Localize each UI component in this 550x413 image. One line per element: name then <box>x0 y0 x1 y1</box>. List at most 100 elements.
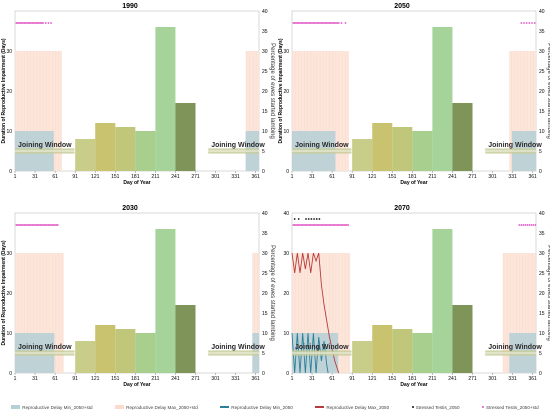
x-tick-label: 361 <box>528 376 537 382</box>
y-right-tick-label: 0 <box>262 169 265 175</box>
stressed-std-point <box>305 22 308 24</box>
x-tick-label: 151 <box>388 174 397 180</box>
y-right-tick-label: 0 <box>262 371 265 377</box>
x-axis-label: Day of Year <box>400 180 427 186</box>
stressed-std-point <box>32 22 35 24</box>
x-tick-label: 181 <box>131 376 140 382</box>
y-tick-label: 30 <box>283 251 289 257</box>
stressed-std-point <box>316 22 319 24</box>
stressed-std-point <box>18 224 20 226</box>
x-tick-label: 121 <box>91 376 100 382</box>
stressed-std-point <box>329 22 332 24</box>
stressed-std-point <box>38 224 40 226</box>
stressed-std-point <box>333 224 336 226</box>
y-axis-label: Duration of Reproductive Impairment (Day… <box>1 240 7 345</box>
stressed-std-point <box>320 224 323 226</box>
lambing-bar-91 <box>75 341 96 373</box>
stressed-std-point <box>332 22 335 24</box>
x-tick-label: 61 <box>52 376 58 382</box>
joining-window-label: Joining Window <box>295 142 349 149</box>
stressed-std-point <box>317 22 320 24</box>
stressed-std-point <box>23 22 26 24</box>
x-tick-label: 121 <box>368 174 377 180</box>
stressed-std-point <box>35 22 38 24</box>
stressed-std-point <box>340 224 343 226</box>
stressed-std-point <box>32 224 35 226</box>
legend-dot <box>482 406 485 408</box>
stressed-std-point <box>299 224 301 226</box>
y-right-tick-label: 35 <box>262 231 268 237</box>
stressed-point <box>293 218 296 220</box>
y-tick-label: 40 <box>283 211 289 217</box>
lambing-bar-181 <box>135 131 156 171</box>
stressed-std-point <box>328 224 331 226</box>
y-tick-label: 30 <box>6 49 12 55</box>
y-right-tick-label: 10 <box>539 129 545 135</box>
stressed-std-point <box>311 22 313 24</box>
stressed-std-point <box>336 224 339 226</box>
stressed-std-point <box>27 22 30 24</box>
stressed-point <box>315 218 318 220</box>
joining-window-label: Joining Window <box>18 344 72 351</box>
x-tick-label: 241 <box>448 376 457 382</box>
legend-label: Reproductive Delay Max_2050+std <box>126 404 198 410</box>
stressed-std-point <box>20 224 23 226</box>
stressed-std-point <box>48 224 51 226</box>
stressed-std-point <box>305 224 308 226</box>
stressed-std-point <box>55 224 58 226</box>
stressed-std-point <box>15 22 18 24</box>
legend-label: Stressed Testis_2050+std <box>486 404 539 410</box>
stressed-std-point <box>336 22 339 24</box>
stressed-std-point <box>292 22 295 24</box>
stressed-std-point <box>16 224 19 226</box>
chart-panel-2070: 2070 Joining Window Joining Window 1 31 61 91 1… <box>283 205 550 388</box>
y-right-tick-label: 10 <box>262 331 268 337</box>
stressed-std-point <box>24 22 27 24</box>
stressed-std-point <box>26 22 28 24</box>
y-right-tick-label: 30 <box>539 49 545 55</box>
lambing-bar-151 <box>392 127 413 171</box>
stressed-std-point <box>339 224 342 226</box>
y-right-tick-label: 25 <box>262 69 268 75</box>
stressed-std-point <box>47 22 50 24</box>
stressed-std-point <box>524 224 527 226</box>
y-right-tick-label: 30 <box>262 251 268 257</box>
legend-item-max: Reproductive Delay Max_2050 <box>315 405 389 410</box>
x-tick-label: 181 <box>408 376 417 382</box>
x-tick-label: 301 <box>211 376 220 382</box>
stressed-std-point <box>315 224 317 226</box>
y-right-tick-label: 25 <box>539 69 545 75</box>
lambing-bar-211 <box>432 229 453 373</box>
chart-title: 2030 <box>122 205 138 212</box>
x-tick-label: 181 <box>131 174 140 180</box>
stressed-std-point <box>24 224 27 226</box>
y-tick-label: 0 <box>286 169 289 175</box>
lambing-bar-181 <box>412 333 433 373</box>
y-tick-label: 0 <box>9 169 12 175</box>
stressed-std-point <box>307 224 309 226</box>
x-tick-label: 1 <box>291 376 294 382</box>
legend-item-max-std: Reproductive Delay Max_2050+std <box>115 405 198 410</box>
stressed-std-point <box>293 22 296 24</box>
legend-item-stressed: Stressed Testis_2050 <box>411 404 460 410</box>
stressed-point <box>297 218 300 220</box>
y-right-tick-label: 10 <box>262 129 268 135</box>
stressed-std-point <box>22 22 24 24</box>
stressed-std-point <box>337 224 340 226</box>
stressed-std-point <box>520 22 523 24</box>
stressed-point <box>318 218 321 220</box>
y-tick-label: 0 <box>9 371 12 377</box>
x-axis-label: Day of Year <box>123 382 150 388</box>
legend-line <box>315 406 325 408</box>
y-right-tick-label: 10 <box>539 331 545 337</box>
stressed-std-point <box>331 224 334 226</box>
orange-band-1 <box>252 253 259 373</box>
stressed-std-point <box>52 224 55 226</box>
stressed-std-point <box>317 224 320 226</box>
y-right-tick-label: 5 <box>539 149 542 155</box>
legend-label: Stressed Testis_2050 <box>415 404 460 410</box>
stressed-std-point <box>36 22 39 24</box>
stressed-std-point <box>20 22 23 24</box>
stressed-std-point <box>333 22 336 24</box>
stressed-std-point <box>303 224 305 226</box>
